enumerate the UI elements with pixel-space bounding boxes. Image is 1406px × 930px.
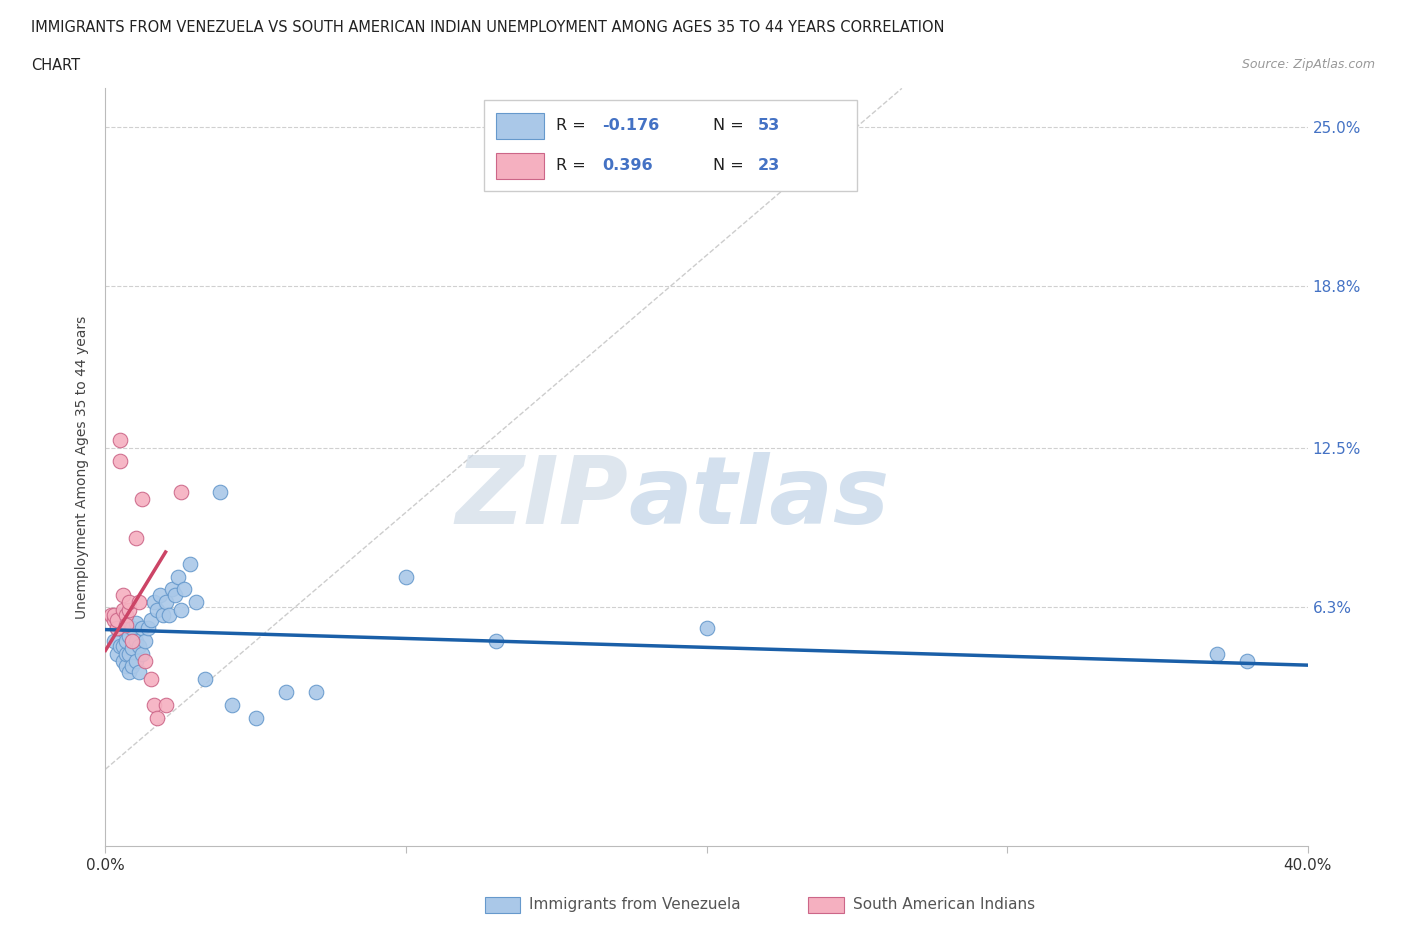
Point (169, 485, 191, 499)
Point (131, 646, 153, 661)
Point (163, 587, 186, 602)
Point (124, 654, 146, 669)
Point (173, 582, 195, 597)
Point (107, 620, 129, 635)
Point (148, 587, 170, 602)
Point (124, 616, 146, 631)
Text: 0.396: 0.396 (602, 158, 652, 173)
Text: R =: R = (557, 158, 591, 173)
Point (121, 633, 143, 648)
Point (112, 620, 135, 635)
Point (166, 569, 188, 584)
Point (107, 620, 129, 635)
Point (103, 613, 125, 628)
Point (179, 556, 201, 571)
Text: CHART: CHART (31, 58, 80, 73)
Point (134, 654, 156, 669)
Point (134, 633, 156, 648)
Point (112, 654, 135, 669)
Y-axis label: Unemployment Among Ages 35 to 44 years: Unemployment Among Ages 35 to 44 years (76, 315, 90, 619)
FancyBboxPatch shape (496, 153, 544, 179)
Point (208, 485, 231, 499)
Point (118, 664, 141, 679)
Point (124, 530, 146, 545)
Point (152, 607, 174, 622)
Point (110, 454, 132, 469)
Text: Immigrants from Venezuela: Immigrants from Venezuela (529, 897, 741, 912)
Point (107, 646, 129, 661)
Point (157, 607, 180, 622)
Point (115, 633, 138, 648)
Point (128, 595, 150, 610)
Text: IMMIGRANTS FROM VENEZUELA VS SOUTH AMERICAN INDIAN UNEMPLOYMENT AMONG AGES 35 TO: IMMIGRANTS FROM VENEZUELA VS SOUTH AMERI… (31, 20, 945, 35)
Point (155, 698, 177, 712)
Point (155, 595, 177, 610)
Point (145, 603, 167, 618)
Point (103, 607, 125, 622)
Text: Source: ZipAtlas.com: Source: ZipAtlas.com (1241, 58, 1375, 71)
Point (115, 613, 138, 628)
Text: N =: N = (713, 118, 748, 133)
Point (110, 432, 132, 447)
Point (139, 613, 162, 628)
Point (124, 633, 146, 648)
Point (245, 711, 267, 725)
Point (118, 628, 141, 643)
Point (485, 633, 508, 648)
Point (131, 620, 153, 635)
Text: atlas: atlas (628, 452, 890, 544)
Point (221, 698, 243, 712)
Point (142, 698, 165, 712)
Text: ZIP: ZIP (456, 452, 628, 544)
Point (115, 646, 138, 661)
Text: N =: N = (713, 158, 748, 173)
Point (139, 671, 162, 686)
Point (112, 603, 135, 618)
Point (142, 595, 165, 610)
Point (1236, 654, 1258, 669)
Point (112, 639, 135, 654)
Point (305, 684, 328, 699)
Point (145, 711, 167, 725)
Text: 23: 23 (758, 158, 780, 173)
Point (118, 603, 141, 618)
Point (115, 618, 138, 632)
Point (184, 595, 207, 610)
Point (696, 620, 718, 635)
Point (115, 607, 138, 622)
Point (131, 492, 153, 507)
Point (128, 664, 150, 679)
Text: R =: R = (557, 118, 591, 133)
Point (121, 641, 143, 656)
Point (110, 607, 132, 622)
Point (100, 607, 122, 622)
Point (1206, 646, 1229, 661)
Point (395, 569, 418, 584)
Point (160, 582, 183, 597)
Point (118, 595, 141, 610)
Point (107, 613, 129, 628)
FancyBboxPatch shape (484, 100, 856, 191)
Point (121, 620, 143, 635)
FancyBboxPatch shape (496, 113, 544, 140)
Text: -0.176: -0.176 (602, 118, 659, 133)
Point (136, 620, 159, 635)
Point (118, 646, 141, 661)
Text: South American Indians: South American Indians (853, 897, 1036, 912)
Point (110, 620, 132, 635)
Point (169, 603, 191, 618)
Point (103, 633, 125, 648)
Point (110, 639, 132, 654)
Point (194, 671, 217, 686)
Point (121, 659, 143, 674)
Text: 53: 53 (758, 118, 780, 133)
Point (112, 587, 135, 602)
Point (115, 659, 138, 674)
Point (128, 639, 150, 654)
Point (274, 684, 297, 699)
